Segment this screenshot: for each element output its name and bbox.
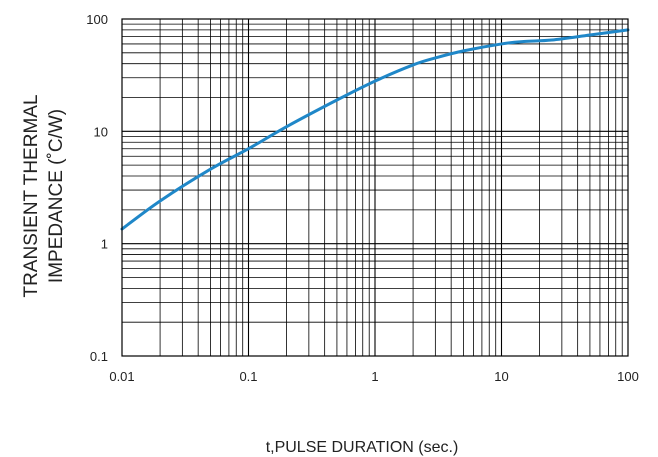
y-axis-title-line-1: TRANSIENT THERMAL [21, 94, 42, 297]
series-layer [120, 28, 630, 231]
y-tick-label: 100 [86, 12, 108, 27]
y-tick-label: 10 [94, 124, 108, 139]
plot-frame [121, 18, 629, 357]
x-tick-label: 0.1 [239, 369, 257, 384]
x-tick-label: 1 [371, 369, 378, 384]
x-tick-label: 10 [494, 369, 508, 384]
y-axis-title-line-2: IMPEDANCE (˚C/W) [46, 109, 67, 283]
grid [122, 19, 628, 356]
y-tick-label: 0.1 [90, 349, 108, 364]
y-tick-label: 1 [101, 237, 108, 252]
x-axis-title: t,PULSE DURATION (sec.) [266, 439, 459, 456]
x-tick-label: 0.01 [109, 369, 134, 384]
x-tick-label: 100 [617, 369, 639, 384]
series-line [120, 28, 630, 231]
